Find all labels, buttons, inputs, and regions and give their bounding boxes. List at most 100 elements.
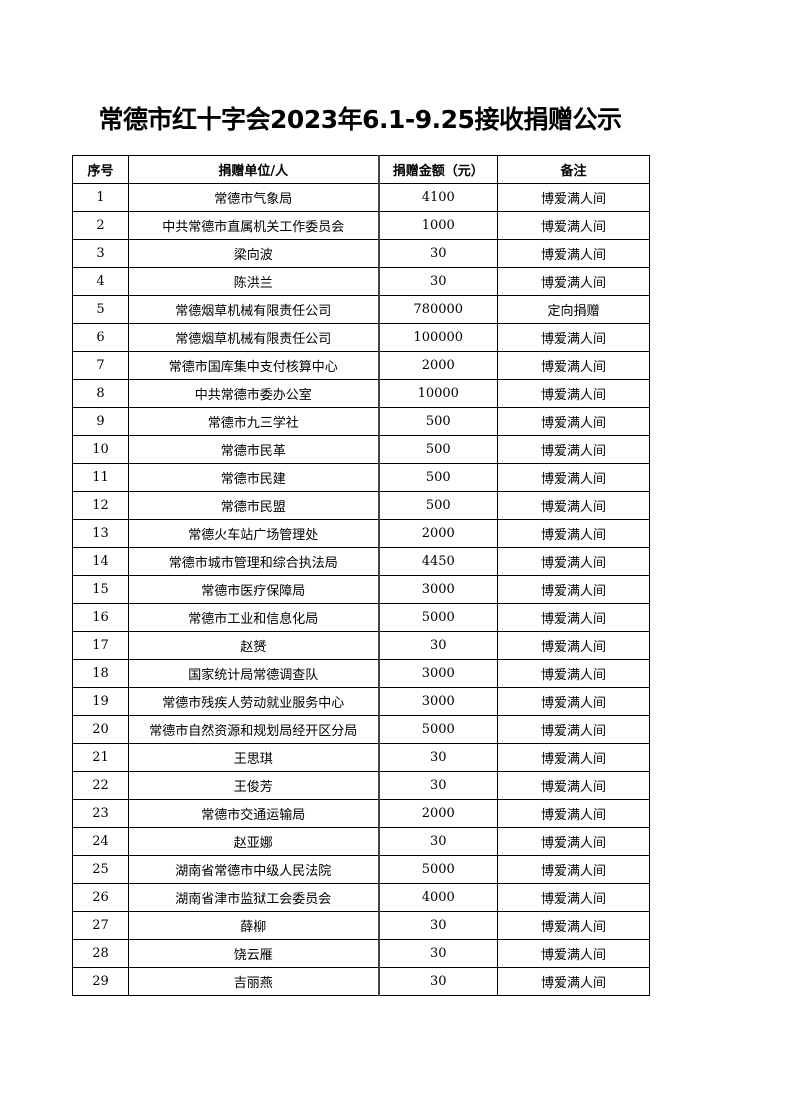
table-row: 9 常德市九三学社 500 博爱满人间 — [72, 407, 650, 436]
cell-index: 22 — [72, 771, 129, 800]
table-header-row: 序号 捐赠单位/人 捐赠金额（元） 备注 — [72, 155, 650, 184]
cell-index: 3 — [72, 239, 129, 268]
cell-donor: 常德市九三学社 — [128, 407, 380, 436]
cell-index: 20 — [72, 715, 129, 744]
header-donor: 捐赠单位/人 — [128, 155, 380, 184]
cell-donor: 常德市交通运输局 — [128, 799, 380, 828]
cell-remark: 博爱满人间 — [497, 855, 650, 884]
table-row: 21 王思琪 30 博爱满人间 — [72, 743, 650, 772]
cell-amount: 30 — [378, 967, 498, 996]
table-row: 11 常德市民建 500 博爱满人间 — [72, 463, 650, 492]
cell-remark: 博爱满人间 — [497, 687, 650, 716]
cell-index: 8 — [72, 379, 129, 408]
cell-index: 14 — [72, 547, 129, 576]
cell-amount: 30 — [378, 267, 498, 296]
table-row: 6 常德烟草机械有限责任公司 100000 博爱满人间 — [72, 323, 650, 352]
table-row: 27 薛柳 30 博爱满人间 — [72, 911, 650, 940]
cell-remark: 博爱满人间 — [497, 379, 650, 408]
cell-amount: 5000 — [378, 715, 498, 744]
cell-remark: 博爱满人间 — [497, 491, 650, 520]
cell-remark: 博爱满人间 — [497, 519, 650, 548]
cell-index: 2 — [72, 211, 129, 240]
table-row: 29 吉丽燕 30 博爱满人间 — [72, 967, 650, 996]
cell-donor: 常德市国库集中支付核算中心 — [128, 351, 380, 380]
cell-donor: 饶云雁 — [128, 939, 380, 968]
cell-remark: 博爱满人间 — [497, 911, 650, 940]
table-row: 8 中共常德市委办公室 10000 博爱满人间 — [72, 379, 650, 408]
cell-donor: 常德市民革 — [128, 435, 380, 464]
cell-donor: 陈洪兰 — [128, 267, 380, 296]
cell-remark: 博爱满人间 — [497, 659, 650, 688]
header-amount: 捐赠金额（元） — [378, 155, 498, 184]
cell-remark: 博爱满人间 — [497, 547, 650, 576]
cell-donor: 常德市民盟 — [128, 491, 380, 520]
table-row: 16 常德市工业和信息化局 5000 博爱满人间 — [72, 603, 650, 632]
cell-amount: 2000 — [378, 351, 498, 380]
cell-index: 15 — [72, 575, 129, 604]
table-row: 20 常德市自然资源和规划局经开区分局 5000 博爱满人间 — [72, 715, 650, 744]
table-row: 22 王俊芳 30 博爱满人间 — [72, 771, 650, 800]
cell-index: 26 — [72, 883, 129, 912]
cell-donor: 常德市医疗保障局 — [128, 575, 380, 604]
table-row: 1 常德市气象局 4100 博爱满人间 — [72, 183, 650, 212]
cell-amount: 3000 — [378, 659, 498, 688]
table-row: 19 常德市残疾人劳动就业服务中心 3000 博爱满人间 — [72, 687, 650, 716]
cell-remark: 博爱满人间 — [497, 239, 650, 268]
cell-remark: 博爱满人间 — [497, 407, 650, 436]
table-row: 14 常德市城市管理和综合执法局 4450 博爱满人间 — [72, 547, 650, 576]
cell-remark: 博爱满人间 — [497, 323, 650, 352]
cell-index: 28 — [72, 939, 129, 968]
cell-donor: 国家统计局常德调查队 — [128, 659, 380, 688]
cell-donor: 湖南省常德市中级人民法院 — [128, 855, 380, 884]
cell-index: 18 — [72, 659, 129, 688]
cell-donor: 赵赟 — [128, 631, 380, 660]
table-row: 4 陈洪兰 30 博爱满人间 — [72, 267, 650, 296]
cell-index: 24 — [72, 827, 129, 856]
table-row: 2 中共常德市直属机关工作委员会 1000 博爱满人间 — [72, 211, 650, 240]
cell-donor: 常德市气象局 — [128, 183, 380, 212]
table-row: 10 常德市民革 500 博爱满人间 — [72, 435, 650, 464]
cell-donor: 常德市残疾人劳动就业服务中心 — [128, 687, 380, 716]
cell-donor: 常德烟草机械有限责任公司 — [128, 295, 380, 324]
cell-amount: 5000 — [378, 603, 498, 632]
cell-index: 27 — [72, 911, 129, 940]
cell-index: 5 — [72, 295, 129, 324]
table-row: 15 常德市医疗保障局 3000 博爱满人间 — [72, 575, 650, 604]
table-row: 5 常德烟草机械有限责任公司 780000 定向捐赠 — [72, 295, 650, 324]
cell-index: 13 — [72, 519, 129, 548]
cell-remark: 博爱满人间 — [497, 435, 650, 464]
cell-index: 1 — [72, 183, 129, 212]
page-title: 常德市红十字会2023年6.1-9.25接收捐赠公示 — [98, 105, 622, 134]
cell-amount: 30 — [378, 239, 498, 268]
cell-donor: 中共常德市委办公室 — [128, 379, 380, 408]
table-row: 3 梁向波 30 博爱满人间 — [72, 239, 650, 268]
cell-donor: 王思琪 — [128, 743, 380, 772]
cell-donor: 赵亚娜 — [128, 827, 380, 856]
cell-amount: 30 — [378, 743, 498, 772]
cell-amount: 500 — [378, 463, 498, 492]
cell-remark: 博爱满人间 — [497, 463, 650, 492]
cell-amount: 500 — [378, 407, 498, 436]
table-row: 12 常德市民盟 500 博爱满人间 — [72, 491, 650, 520]
cell-donor: 常德市城市管理和综合执法局 — [128, 547, 380, 576]
cell-index: 7 — [72, 351, 129, 380]
table-row: 18 国家统计局常德调查队 3000 博爱满人间 — [72, 659, 650, 688]
cell-index: 6 — [72, 323, 129, 352]
cell-remark: 博爱满人间 — [497, 575, 650, 604]
cell-amount: 4000 — [378, 883, 498, 912]
cell-index: 10 — [72, 435, 129, 464]
cell-amount: 30 — [378, 827, 498, 856]
cell-index: 17 — [72, 631, 129, 660]
cell-donor: 梁向波 — [128, 239, 380, 268]
cell-remark: 博爱满人间 — [497, 743, 650, 772]
cell-index: 21 — [72, 743, 129, 772]
cell-remark: 博爱满人间 — [497, 603, 650, 632]
cell-donor: 吉丽燕 — [128, 967, 380, 996]
cell-amount: 100000 — [378, 323, 498, 352]
cell-donor: 湖南省津市监狱工会委员会 — [128, 883, 380, 912]
cell-remark: 博爱满人间 — [497, 715, 650, 744]
table-row: 17 赵赟 30 博爱满人间 — [72, 631, 650, 660]
cell-index: 4 — [72, 267, 129, 296]
table-row: 23 常德市交通运输局 2000 博爱满人间 — [72, 799, 650, 828]
cell-index: 19 — [72, 687, 129, 716]
